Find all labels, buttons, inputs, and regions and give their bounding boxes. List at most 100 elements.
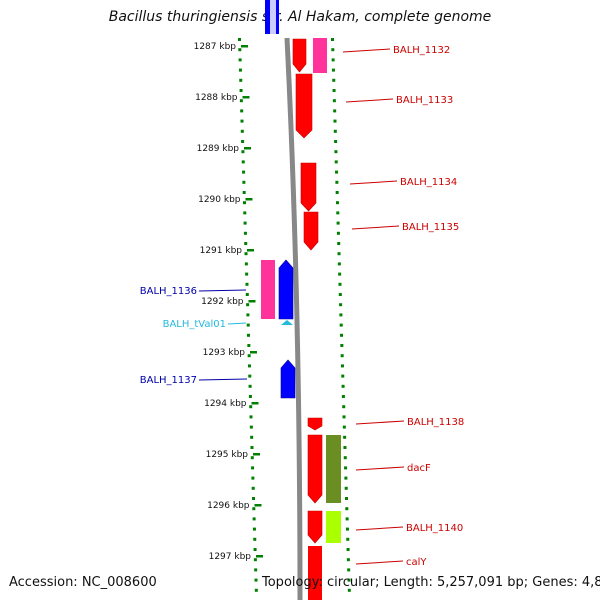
dotted-line-left xyxy=(242,170,246,174)
dotted-line-right xyxy=(337,252,341,256)
dotted-line-right xyxy=(338,293,342,296)
dotted-line-right xyxy=(344,476,348,480)
dotted-line-left xyxy=(247,364,251,368)
dotted-line-right xyxy=(341,395,345,398)
dotted-line-left xyxy=(242,180,246,184)
gene-label: BALH_1135 xyxy=(402,222,459,233)
dotted-line-right xyxy=(345,497,349,500)
dotted-line-right xyxy=(343,435,347,439)
dotted-line-left xyxy=(251,466,255,470)
label-connector xyxy=(351,225,400,230)
dotted-line-left xyxy=(245,282,249,286)
tick-label: 1290 kbp xyxy=(198,195,241,205)
reverse-gene-highlight xyxy=(270,0,276,34)
dotted-line-right xyxy=(346,548,350,551)
dotted-line-left xyxy=(243,221,247,225)
gene-label: BALH_1138 xyxy=(407,417,464,428)
dotted-line-right xyxy=(337,242,341,245)
label-connector xyxy=(349,180,398,185)
dotted-line-left xyxy=(240,119,244,123)
dotted-line-right xyxy=(331,68,335,72)
label-connector xyxy=(355,466,405,471)
dotted-line-right xyxy=(341,384,345,388)
dotted-line-left xyxy=(245,272,249,276)
dotted-line-left xyxy=(238,38,241,41)
dotted-line-right xyxy=(344,486,348,490)
dotted-line-right xyxy=(337,262,341,266)
label-connector xyxy=(355,420,405,425)
dotted-line-left xyxy=(248,395,252,398)
dotted-line-right xyxy=(331,48,335,52)
dotted-line-left xyxy=(254,568,258,572)
tick-mark xyxy=(248,300,256,303)
olive-gene-feature xyxy=(326,435,341,503)
dotted-line-left xyxy=(251,486,255,490)
dotted-line-left xyxy=(244,252,248,256)
label-connector xyxy=(355,526,404,531)
gene-label: BALH_1133 xyxy=(396,95,453,106)
tick-mark xyxy=(254,504,262,507)
forward-gene-feature xyxy=(307,510,323,544)
dotted-line-right xyxy=(334,150,338,154)
dotted-line-left xyxy=(253,548,257,551)
reverse-gene-feature xyxy=(278,259,294,320)
label-connector xyxy=(227,322,247,325)
dotted-line-left xyxy=(249,425,253,429)
lime-gene-feature xyxy=(326,511,341,543)
dotted-line-left xyxy=(250,446,254,449)
dotted-line-right xyxy=(342,405,346,409)
dotted-line-right xyxy=(343,446,347,449)
dotted-line-left xyxy=(250,435,254,439)
dotted-line-right xyxy=(333,109,337,113)
dotted-line-left xyxy=(244,262,248,266)
label-connectors xyxy=(198,48,405,565)
dotted-line-left xyxy=(245,293,249,296)
dotted-line-right xyxy=(345,507,349,511)
pink-gene-feature xyxy=(261,260,275,319)
dotted-line-left xyxy=(242,191,246,194)
dotted-line-left xyxy=(253,537,257,541)
trna-feature xyxy=(281,320,293,325)
kbp-axis: 1287 kbp 1288 kbp 1289 kbp 1290 kbp 1291 kbp… xyxy=(194,42,263,562)
dotted-line-left xyxy=(252,497,256,500)
dotted-line-left xyxy=(248,384,252,388)
dotted-line-left xyxy=(243,231,247,235)
tick-mark xyxy=(245,198,253,201)
gene-label: BALH_tVal01 xyxy=(163,319,226,330)
gene-label: BALH_1134 xyxy=(400,177,457,188)
forward-gene-feature xyxy=(307,434,323,504)
dotted-line-right xyxy=(338,282,342,286)
forward-gene-feature xyxy=(303,211,319,251)
tick-mark xyxy=(242,96,250,99)
dotted-line-left xyxy=(238,58,242,62)
dotted-line-left xyxy=(253,558,257,562)
gene-features xyxy=(261,0,341,600)
tick-mark xyxy=(256,555,263,558)
dotted-line-left xyxy=(246,303,250,307)
dotted-line-left xyxy=(252,507,256,511)
dotted-line-left xyxy=(246,313,250,317)
dotted-line-right xyxy=(340,354,344,358)
gene-label: calY xyxy=(406,557,427,568)
dotted-line-right xyxy=(347,578,351,582)
gene-label: BALH_1132 xyxy=(393,45,450,56)
dotted-line-right xyxy=(342,415,346,419)
pink-gene-feature xyxy=(313,38,327,73)
gene-label: BALH_1140 xyxy=(406,523,463,534)
dotted-line-right xyxy=(336,211,340,215)
dotted-line-left xyxy=(243,211,247,215)
dotted-line-right xyxy=(340,364,344,368)
tick-mark xyxy=(250,351,257,354)
dotted-line-right xyxy=(338,272,342,276)
gene-labels: BALH_1132 BALH_1133 BALH_1134 BALH_1135 BALH… xyxy=(140,45,465,568)
forward-gene-feature xyxy=(308,546,322,600)
dotted-line-right xyxy=(341,374,345,378)
dotted-line-right xyxy=(342,425,346,429)
dotted-line-left xyxy=(249,405,253,409)
dotted-line-right xyxy=(334,160,338,164)
dotted-line-left xyxy=(247,354,251,358)
dotted-line-right xyxy=(336,231,340,235)
dotted-line-right xyxy=(339,323,343,327)
tick-label: 1297 kbp xyxy=(209,552,252,562)
